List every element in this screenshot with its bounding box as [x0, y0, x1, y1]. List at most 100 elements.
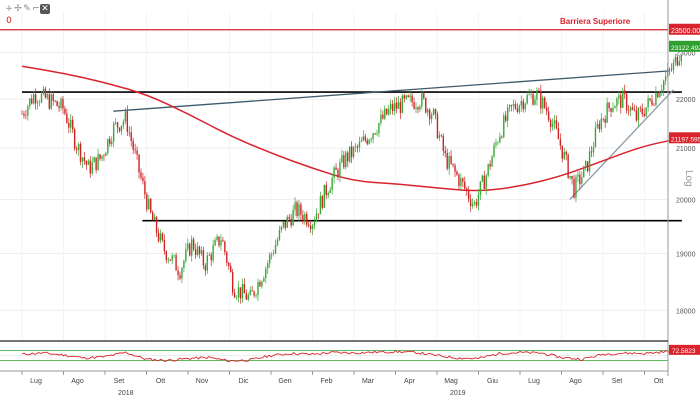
candle-body — [508, 104, 511, 108]
candle-body — [557, 128, 560, 140]
candle-body — [629, 107, 632, 112]
candle-body — [413, 102, 415, 109]
tool-icon[interactable]: ⌐ — [32, 4, 40, 14]
candle-body — [676, 56, 679, 66]
candle-body — [173, 255, 175, 256]
candle-body — [296, 202, 298, 216]
candle-body — [464, 181, 466, 189]
x-tick-label: Ott — [654, 378, 663, 385]
candle-body — [52, 94, 54, 101]
candle-body — [544, 97, 546, 108]
candle-body — [434, 109, 437, 115]
candle-body — [286, 216, 288, 228]
candle-body — [345, 152, 347, 168]
candle-body — [308, 224, 310, 227]
candle-body — [155, 217, 158, 233]
candle-body — [95, 157, 97, 171]
candle-body — [247, 294, 249, 300]
candle-body — [407, 95, 409, 98]
candle-body — [454, 165, 456, 172]
candle-body — [631, 107, 634, 110]
candle-body — [343, 155, 345, 168]
candle-body — [430, 114, 433, 120]
pan-icon[interactable]: ✢ — [14, 4, 22, 14]
candle-body — [68, 122, 70, 128]
candle-body — [452, 163, 454, 166]
candle-body — [243, 283, 246, 294]
candle-body — [510, 104, 513, 106]
candle-body — [643, 113, 645, 117]
candle-body — [241, 283, 244, 299]
x-tick-label: Mar — [362, 378, 375, 385]
candle-body — [97, 154, 99, 171]
close-icon[interactable]: ✕ — [40, 4, 50, 14]
candle-body — [300, 204, 302, 215]
candle-body — [87, 160, 90, 165]
candle-body — [670, 69, 673, 70]
candle-body — [48, 94, 51, 109]
candle-body — [368, 139, 370, 144]
candle-body — [44, 88, 47, 98]
candle-body — [614, 106, 616, 109]
candle-body — [520, 101, 523, 106]
candle-body — [493, 144, 495, 157]
candle-body — [202, 250, 205, 266]
candle-body — [620, 95, 622, 108]
candle-body — [495, 142, 497, 145]
candle-body — [222, 240, 224, 242]
candle-body — [192, 239, 195, 250]
candle-body — [674, 56, 677, 63]
candle-body — [499, 136, 501, 143]
candle-body — [194, 249, 197, 255]
candle-body — [403, 95, 405, 99]
last-price-label: 23122.4922 — [671, 45, 700, 52]
candle-body — [432, 109, 435, 115]
candle-body — [36, 102, 39, 104]
candle-body — [616, 98, 618, 107]
candle-body — [370, 138, 372, 140]
candle-body — [678, 61, 681, 66]
candle-body — [81, 157, 84, 162]
candle-body — [89, 160, 91, 174]
candle-body — [337, 169, 339, 178]
candle-body — [417, 107, 419, 110]
candle-body — [401, 95, 404, 113]
candle-body — [64, 108, 66, 114]
candle-body — [378, 123, 380, 134]
candle-body — [255, 295, 257, 296]
candle-body — [163, 239, 166, 252]
x-tick-label: Lug — [30, 378, 42, 385]
candle-body — [274, 244, 277, 254]
candle-body — [421, 93, 423, 107]
candle-body — [31, 98, 33, 104]
candle-body — [323, 184, 326, 208]
crosshair-icon[interactable]: + — [5, 4, 13, 14]
candle-body — [542, 97, 544, 109]
candle-body — [190, 239, 193, 256]
y-tick-label: 20000 — [676, 197, 696, 204]
candle-body — [132, 140, 134, 150]
candle-body — [479, 181, 482, 196]
x-tick-label: Set — [114, 378, 125, 385]
candle-body — [210, 254, 212, 261]
candle-body — [54, 100, 56, 102]
candle-body — [272, 253, 275, 254]
x-tick-label: Gen — [278, 378, 291, 385]
candle-body — [506, 107, 509, 121]
candle-body — [360, 140, 363, 142]
candle-body — [208, 254, 210, 256]
candle-body — [280, 226, 283, 230]
x-year-label: 2018 — [118, 390, 134, 397]
candle-body — [427, 109, 429, 113]
candle-body — [625, 93, 628, 111]
candle-body — [448, 155, 450, 169]
candle-body — [466, 188, 468, 191]
candle-body — [374, 133, 376, 135]
candle-body — [34, 94, 37, 104]
candle-body — [444, 150, 446, 154]
candle-body — [391, 104, 394, 112]
candle-body — [575, 176, 577, 198]
draw-icon[interactable]: ✎ — [23, 4, 31, 14]
candle-body — [608, 102, 610, 109]
candle-body — [23, 113, 25, 116]
